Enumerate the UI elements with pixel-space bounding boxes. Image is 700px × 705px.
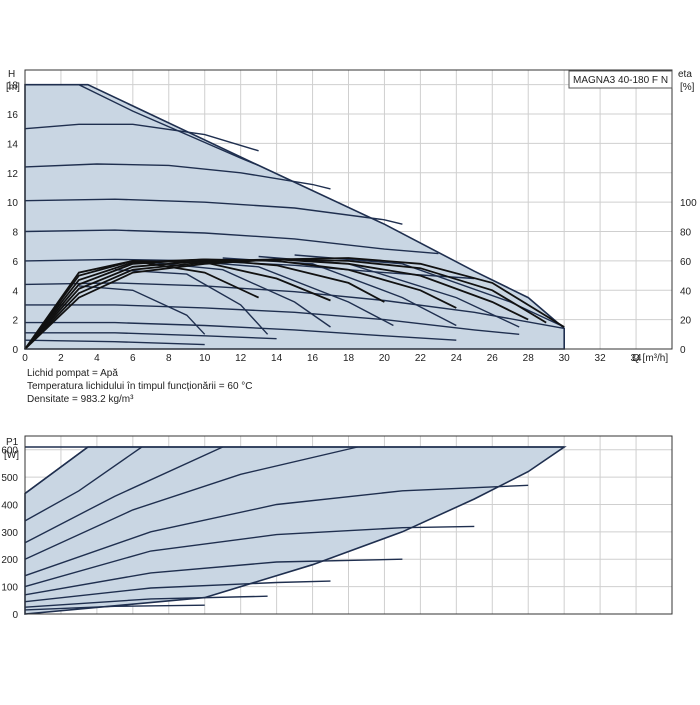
power-curve-3 xyxy=(24,446,358,560)
power-y-label-2: [W] xyxy=(4,450,19,461)
head-chart: 0 2 4 6 8 10 12 14 16 18 20 22 24 26 28 30 32 34024681012… xyxy=(6,69,697,364)
power-chart-frame xyxy=(24,435,673,615)
system-curve-1 xyxy=(114,269,269,335)
efficiency-curves xyxy=(24,257,565,350)
x-tick-label-7: 14 xyxy=(271,353,283,364)
power-curve-10 xyxy=(24,604,205,611)
head-tick-label-2: 4 xyxy=(12,286,18,297)
x-tick-label-12: 24 xyxy=(451,353,463,364)
x-tick-label-3: 6 xyxy=(130,353,136,364)
system-curve-0 xyxy=(78,285,206,335)
x-tick-label-13: 26 xyxy=(487,353,499,364)
eta-curve-3 xyxy=(24,258,457,350)
power-tick-label-3: 300 xyxy=(1,528,18,539)
head-curves xyxy=(24,84,565,346)
eta-tick-label-5: 100 xyxy=(680,198,697,209)
power-tick-label-2: 200 xyxy=(1,555,18,566)
head-curve-3 xyxy=(24,198,403,225)
note-temperature: Temperatura lichidului în timpul funcțio… xyxy=(27,381,253,392)
power-tick-label-4: 400 xyxy=(1,500,18,511)
x-tick-label-8: 16 xyxy=(307,353,319,364)
power-curve-8 xyxy=(24,580,331,603)
x-tick-label-9: 18 xyxy=(343,353,355,364)
x-tick-label-10: 20 xyxy=(379,353,391,364)
power-curve-7 xyxy=(24,558,403,596)
eta-y-label-1: eta xyxy=(678,69,692,80)
head-chart-ticks: 0 2 4 6 8 10 12 14 16 18 20 22 24 26 28 30 32 34024681012… xyxy=(7,81,697,364)
head-chart-frame xyxy=(24,69,673,350)
eta-curve-4 xyxy=(24,258,385,350)
power-chart-ticks: 0 100 200 300 400 500 600 xyxy=(1,446,18,621)
eta-tick-label-1: 20 xyxy=(680,316,692,327)
eta-tick-label-2: 40 xyxy=(680,286,692,297)
power-curve-0 xyxy=(24,446,89,495)
eta-curve-5 xyxy=(24,259,331,350)
x-tick-label-16: 32 xyxy=(595,353,607,364)
power-tick-label-1: 100 xyxy=(1,583,18,594)
x-tick-label-11: 22 xyxy=(415,353,427,364)
head-tick-label-6: 12 xyxy=(7,169,19,180)
head-tick-label-0: 0 xyxy=(12,345,18,356)
power-curve-9 xyxy=(24,595,268,608)
x-tick-label-0: 0 xyxy=(22,353,28,364)
power-curve-6 xyxy=(24,525,475,588)
head-curve-8 xyxy=(25,321,457,341)
head-tick-label-9: 18 xyxy=(7,81,19,92)
head-tick-label-8: 16 xyxy=(7,110,19,121)
system-curve-6 xyxy=(294,254,565,328)
power-curve-2 xyxy=(24,446,223,544)
eta-curve-2 xyxy=(24,258,529,350)
head-tick-label-3: 6 xyxy=(12,257,18,268)
x-tick-label-1: 2 xyxy=(58,353,64,364)
eta-y-label-2: [%] xyxy=(680,82,695,93)
head-curve-4 xyxy=(24,229,439,255)
power-curves xyxy=(24,446,565,611)
x-tick-label-4: 8 xyxy=(166,353,172,364)
note-density: Densitate = 983.2 kg/m³ xyxy=(27,394,134,405)
power-tick-label-6: 600 xyxy=(1,446,18,457)
x-tick-label-5: 10 xyxy=(199,353,211,364)
power-curve-5 xyxy=(24,484,529,577)
x-tick-label-14: 28 xyxy=(523,353,535,364)
eta-tick-label-3: 60 xyxy=(680,257,692,268)
x-axis-label: Q [m³/h] xyxy=(632,353,668,364)
head-y-label-2: [m] xyxy=(6,82,20,93)
head-tick-label-7: 14 xyxy=(7,139,19,150)
power-curve-1 xyxy=(24,446,143,522)
power-tick-label-5: 500 xyxy=(1,473,18,484)
eta-curve-6 xyxy=(24,259,259,350)
chart-title-box xyxy=(568,70,673,89)
x-tick-label-15: 30 xyxy=(559,353,571,364)
head-y-label-1: H xyxy=(8,69,15,80)
note-fluid: Lichid pompat = Apă xyxy=(27,368,118,379)
power-tick-label-0: 0 xyxy=(12,610,18,621)
head-curve-2 xyxy=(24,163,331,190)
head-tick-label-5: 10 xyxy=(7,198,19,209)
x-tick-label-17: 34 xyxy=(630,353,642,364)
head-curve-9 xyxy=(25,332,277,340)
head-tick-label-1: 2 xyxy=(12,316,18,327)
eta-tick-label-4: 80 xyxy=(680,228,692,239)
head-plot-border xyxy=(24,69,673,350)
head-tick-label-4: 8 xyxy=(12,228,18,239)
x-tick-label-2: 4 xyxy=(94,353,100,364)
head-curve-0 xyxy=(25,84,259,167)
power-plot-border xyxy=(24,435,673,615)
head-curve-7 xyxy=(25,304,520,335)
eta-tick-label-0: 0 xyxy=(680,345,686,356)
system-curve-3 xyxy=(186,260,394,327)
chart-title: MAGNA3 40-180 F N xyxy=(573,75,668,86)
head-curve-6 xyxy=(24,282,565,330)
head-curve-1 xyxy=(24,123,259,152)
head-curve-10 xyxy=(24,339,205,346)
power-y-label-1: P1 xyxy=(6,437,19,448)
x-tick-label-6: 12 xyxy=(235,353,247,364)
power-chart: 0 100 200 300 400 500 600 P1 [W] xyxy=(1,435,673,621)
